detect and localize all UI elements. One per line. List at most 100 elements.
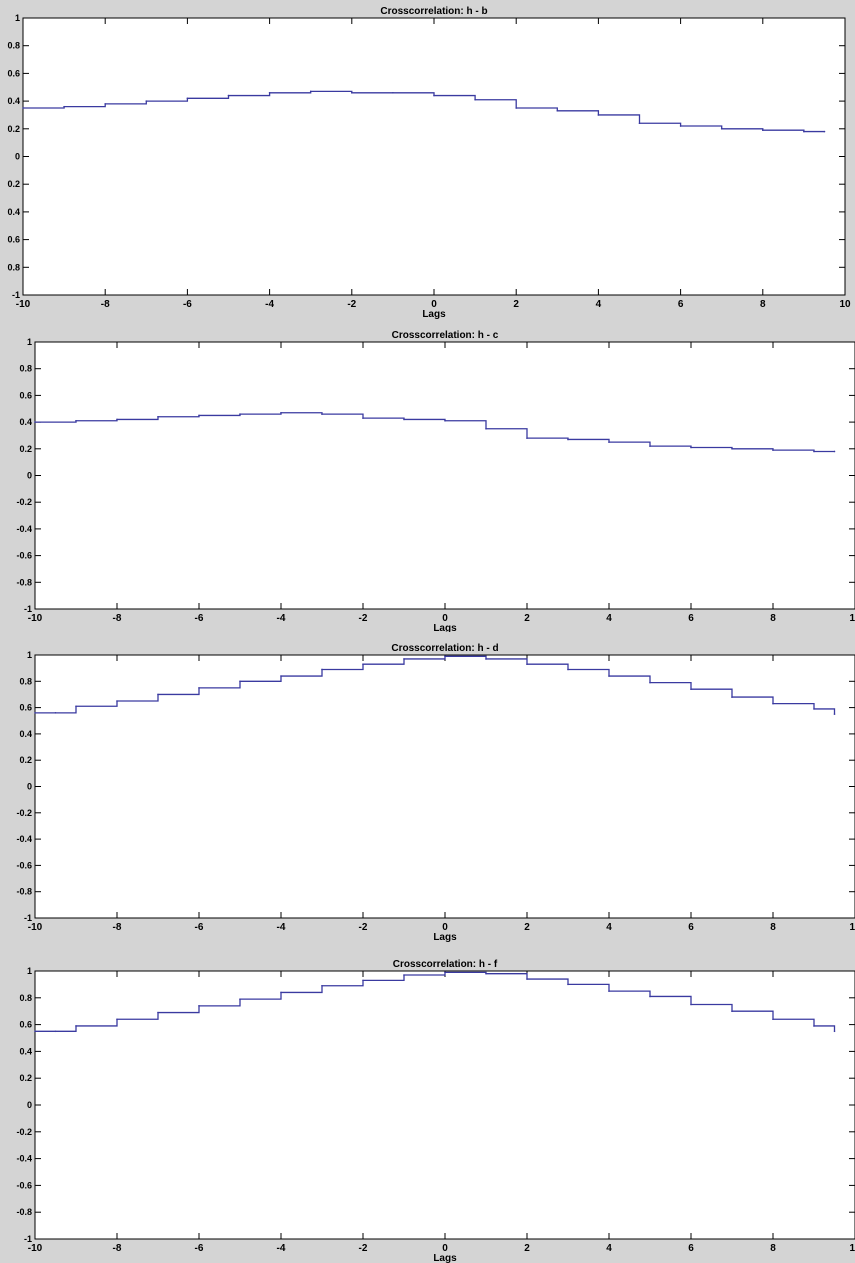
data-point [351, 91, 353, 94]
y-tick-label: -1 [24, 604, 32, 614]
y-tick-label: 0 [27, 782, 32, 792]
plot-area [34, 654, 855, 919]
y-tick-label: 0.2 [7, 179, 20, 189]
data-point [720, 128, 723, 130]
x-tick-label: 10 [849, 613, 855, 624]
x-tick-label: 6 [688, 1243, 694, 1254]
y-tick-label: 1 [27, 650, 32, 660]
x-tick-label: -6 [183, 299, 192, 310]
data-point [239, 413, 241, 415]
x-tick-label: -10 [16, 299, 31, 310]
plot-area [34, 341, 855, 610]
data-point [813, 708, 815, 710]
data-point [54, 1030, 57, 1033]
data-point [280, 675, 282, 677]
data-point [474, 98, 476, 101]
y-tick-label: 0 [27, 1100, 32, 1110]
x-axis-label: Lags [433, 623, 457, 632]
chart-title: Crosscorrelation: h - d [391, 643, 498, 654]
data-point [433, 94, 435, 97]
y-tick-label: 0 [27, 471, 32, 481]
data-point [823, 130, 826, 133]
data-point [403, 658, 405, 660]
y-tick-label: 0.2 [7, 124, 20, 134]
y-tick-label: 0.8 [19, 676, 32, 686]
data-point [679, 125, 682, 127]
data-point [157, 415, 159, 418]
data-point [75, 705, 77, 708]
x-tick-label: 0 [431, 299, 437, 310]
x-tick-label: 2 [513, 299, 519, 310]
data-point [34, 421, 36, 423]
y-tick-label: 1 [27, 337, 32, 347]
data-point [186, 97, 189, 100]
y-tick-label: 0.6 [19, 390, 32, 400]
data-point [690, 446, 692, 449]
x-axis-label: Lags [422, 309, 446, 320]
x-tick-label: 8 [770, 1243, 776, 1254]
data-point [649, 995, 651, 998]
x-tick-label: -10 [28, 1243, 43, 1254]
data-point [75, 419, 77, 422]
data-point [485, 427, 487, 430]
y-tick-label: 1 [27, 966, 32, 976]
data-point [75, 1025, 77, 1027]
x-tick-label: 2 [524, 613, 530, 624]
y-tick-label: 0.6 [7, 235, 20, 245]
x-tick-label: 4 [596, 299, 602, 310]
y-tick-label: 0.8 [7, 41, 20, 51]
y-tick-label: -0.8 [16, 577, 32, 587]
data-point [239, 680, 241, 683]
data-point [362, 979, 364, 982]
data-point [34, 712, 36, 714]
y-tick-label: -1 [12, 290, 20, 300]
data-point [309, 90, 312, 93]
y-tick-label: -0.6 [16, 551, 32, 561]
chart-panel-1: Crosscorrelation: h - b Lags -10 -8 -6 -4 -2 0 2… [0, 0, 855, 322]
data-point [362, 417, 364, 419]
y-tick-label: 0.8 [19, 364, 32, 374]
data-point [526, 437, 528, 439]
data-point [762, 129, 764, 131]
x-tick-label: 6 [688, 613, 694, 624]
x-tick-label: -10 [28, 613, 43, 624]
data-point [444, 419, 446, 422]
data-point [321, 668, 323, 671]
y-tick-label: 0.2 [19, 444, 32, 454]
x-tick-label: -4 [277, 1243, 286, 1254]
x-tick-label: -2 [359, 1243, 368, 1254]
x-axis-label: Lags [433, 1253, 457, 1263]
chart-title: Crosscorrelation: h - b [380, 6, 487, 17]
x-tick-label: 2 [524, 922, 530, 933]
data-point [403, 974, 405, 976]
x-tick-label: 10 [849, 1243, 855, 1254]
y-tick-label: 0.4 [19, 1046, 32, 1056]
data-point [321, 413, 323, 415]
data-point [526, 978, 528, 980]
data-point [567, 438, 569, 441]
x-tick-label: 0 [442, 922, 448, 933]
data-point [597, 114, 600, 116]
x-tick-label: -8 [113, 922, 122, 933]
data-point [485, 658, 487, 660]
y-tick-label: -0.2 [16, 497, 32, 507]
y-tick-label: 0.8 [7, 262, 20, 272]
data-point [813, 450, 815, 453]
data-point [608, 675, 610, 677]
y-tick-label: -0.2 [16, 1127, 32, 1137]
data-point [556, 109, 559, 112]
x-tick-label: -6 [195, 1243, 204, 1254]
data-point [608, 441, 610, 443]
x-tick-label: 10 [839, 299, 851, 310]
plot-area [22, 17, 846, 296]
chart-title: Crosscorrelation: h - f [393, 959, 498, 970]
y-tick-label: 0.8 [19, 993, 32, 1003]
data-point [116, 1018, 118, 1021]
x-tick-label: 8 [770, 922, 776, 933]
data-point [567, 668, 569, 671]
y-tick-label: -0.4 [16, 834, 32, 844]
data-point [690, 1003, 692, 1006]
y-tick-label: -0.8 [16, 1207, 32, 1217]
y-tick-label: -1 [24, 913, 32, 923]
